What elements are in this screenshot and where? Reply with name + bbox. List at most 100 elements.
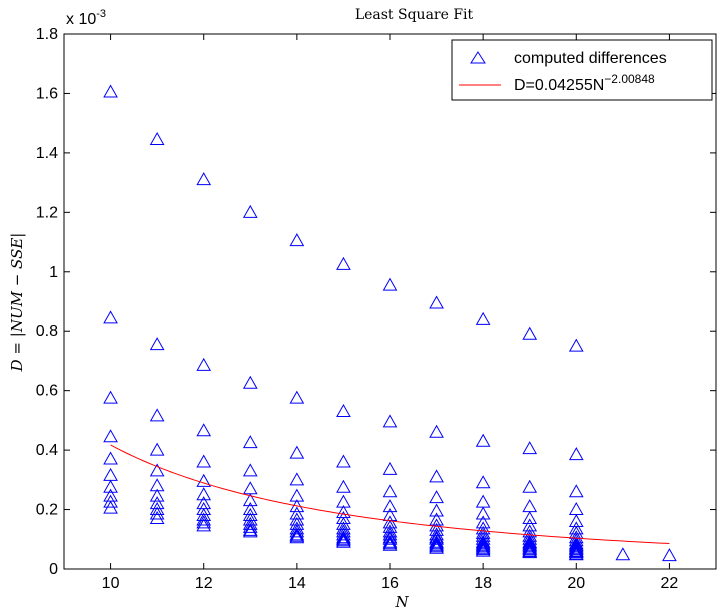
data-point-triangle (289, 521, 305, 535)
y-tick-label: 1.8 (36, 26, 58, 43)
data-point-triangle (475, 542, 491, 556)
chart-title: Least Square Fit (355, 7, 474, 23)
data-point-triangle (568, 539, 584, 553)
x-tick-label: 10 (102, 575, 120, 592)
data-point-triangle (522, 534, 538, 548)
data-point-triangle (475, 515, 491, 529)
data-point-triangle (429, 490, 444, 504)
data-point-triangle (568, 540, 584, 554)
plot-area-frame (63, 33, 717, 570)
data-point-triangle (242, 502, 258, 516)
data-point-triangle (522, 536, 538, 550)
data-point-triangle (475, 311, 491, 325)
plot-marks (103, 84, 677, 562)
data-point-triangle (475, 433, 491, 447)
data-point-triangle (522, 326, 538, 340)
data-point-triangle (382, 499, 398, 513)
x-axis-ticks: 10 12 14 16 18 20 22 (102, 34, 678, 592)
data-point-triangle (196, 454, 212, 468)
legend-label-computed: computed differences (514, 50, 667, 67)
data-point-triangle (336, 256, 351, 270)
data-point-triangle (149, 478, 165, 492)
y-tick-label: 0.6 (36, 383, 58, 400)
data-point-triangle (196, 423, 212, 437)
data-point-triangle (475, 540, 491, 554)
data-point-triangle (103, 429, 118, 443)
y-tick-label: 1.2 (36, 204, 58, 221)
data-point-triangle (429, 537, 444, 551)
data-point-triangle (289, 524, 305, 538)
data-point-triangle (382, 537, 398, 551)
data-point-triangle (615, 547, 631, 561)
data-point-triangle (568, 537, 584, 551)
data-point-triangle (149, 408, 165, 422)
data-point-triangle (382, 461, 398, 475)
data-point-triangle (382, 527, 398, 541)
data-point-triangle (289, 499, 305, 513)
data-point-triangle (103, 390, 118, 404)
y-tick-label: 0.8 (36, 323, 58, 340)
data-point-triangle (568, 338, 584, 352)
data-point-triangle (522, 479, 538, 493)
data-point-triangle (429, 539, 444, 553)
y-axis-ticks: 0 0.2 0.4 0.6 0.8 1 1.2 1.4 1.6 1.8 (36, 26, 716, 578)
data-point-triangle (196, 357, 212, 371)
data-point-triangle (149, 337, 165, 351)
data-point-triangle (382, 536, 398, 550)
x-tick-label: 20 (567, 575, 585, 592)
data-point-triangle (382, 507, 398, 521)
data-point-triangle (103, 467, 118, 481)
x-axis-label: N (394, 593, 409, 611)
legend-label-fit: D=0.04255N−2.00848 (514, 72, 655, 94)
data-point-triangle (429, 534, 444, 548)
data-point-triangle (149, 510, 165, 524)
data-point-triangle (522, 499, 538, 513)
y-tick-label: 0 (49, 561, 58, 578)
data-point-triangle (382, 531, 398, 545)
y-tick-label: 1.6 (36, 85, 58, 102)
data-point-triangle (568, 502, 584, 516)
data-point-triangle (336, 516, 351, 530)
data-point-triangle (196, 515, 212, 529)
data-point-triangle (429, 503, 444, 517)
y-tick-label: 0.4 (36, 442, 58, 459)
data-point-triangle (196, 518, 212, 532)
data-point-triangle (149, 442, 165, 456)
data-point-triangle (336, 531, 351, 545)
data-point-triangle (429, 530, 444, 544)
data-point-triangle (568, 447, 584, 461)
data-point-triangle (429, 424, 444, 438)
data-point-triangle (289, 445, 305, 459)
data-point-triangle (475, 537, 491, 551)
data-point-triangle (522, 539, 538, 553)
data-point-triangle (149, 502, 165, 516)
data-point-triangle (475, 539, 491, 553)
data-point-triangle (149, 463, 165, 477)
fit-curve (110, 444, 670, 545)
data-point-triangle (242, 516, 258, 530)
data-point-triangle (382, 414, 398, 428)
data-point-triangle (336, 510, 351, 524)
y-axis-label: D = |NUM − SSE| (8, 233, 26, 373)
data-point-triangle (522, 518, 538, 532)
data-point-triangle (149, 488, 165, 502)
data-point-triangle (242, 493, 258, 507)
data-point-triangle (522, 540, 538, 554)
fit-line-layer (110, 444, 670, 545)
data-point-triangle (103, 310, 118, 324)
data-point-triangle (429, 531, 444, 545)
y-tick-label: 0.2 (36, 502, 58, 519)
data-point-triangle (289, 530, 305, 544)
x-tick-label: 18 (474, 575, 492, 592)
data-point-triangle (103, 451, 118, 465)
data-point-triangle (149, 131, 165, 146)
data-point-triangle (429, 295, 444, 309)
data-point-triangle (568, 513, 584, 527)
data-point-triangle (289, 472, 305, 486)
data-point-triangle (662, 548, 677, 562)
data-point-triangle (196, 512, 212, 526)
data-point-triangle (196, 502, 212, 516)
x-tick-label: 14 (288, 575, 306, 592)
data-point-triangle (336, 534, 351, 548)
